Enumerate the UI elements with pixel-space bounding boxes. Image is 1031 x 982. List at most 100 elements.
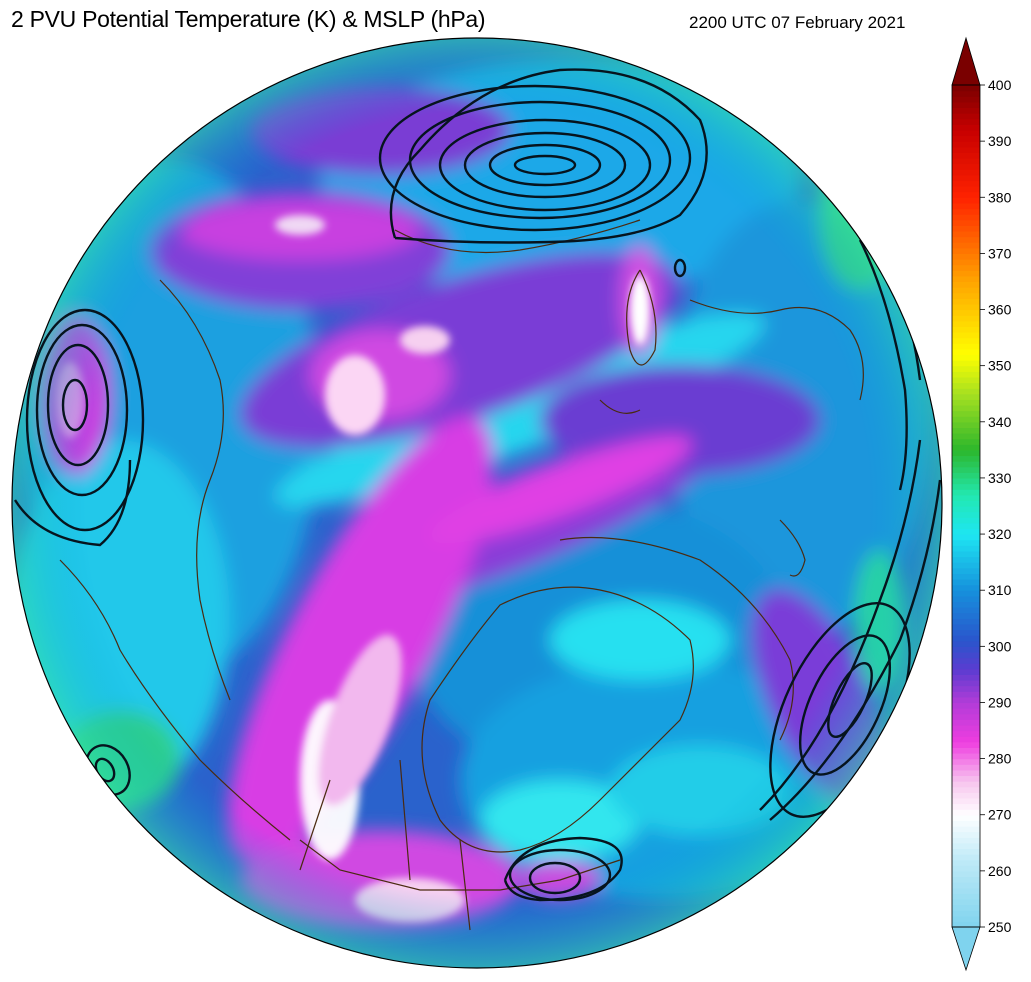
colorbar-band <box>952 152 980 159</box>
colorbar-band <box>952 444 980 451</box>
colorbar-band <box>952 309 980 316</box>
colorbar-band <box>952 758 980 765</box>
coastlines <box>59 219 864 931</box>
colorbar-band <box>952 629 980 636</box>
colorbar-band <box>952 921 980 928</box>
colorbar-band <box>952 752 980 760</box>
colorbar-tick-label: 380 <box>988 189 1012 205</box>
colorbar-band <box>952 270 980 277</box>
colorbar-band <box>952 281 980 288</box>
colorbar-band <box>952 292 980 299</box>
colorbar-band <box>952 371 980 378</box>
colorbar-band <box>952 792 980 799</box>
colorbar-band <box>952 702 980 709</box>
colorbar-band <box>952 556 980 563</box>
colorbar-band <box>952 242 980 249</box>
colorbar-band <box>952 247 980 254</box>
colorbar-band <box>952 910 980 917</box>
colorbar-band <box>952 186 980 193</box>
colorbar-band <box>952 584 980 591</box>
colorbar-band <box>952 135 980 142</box>
colorbar-band <box>952 730 980 737</box>
colorbar-band <box>952 848 980 855</box>
colorbar-band <box>952 376 980 384</box>
colorbar-band <box>952 719 980 726</box>
colorbar-band <box>952 455 980 462</box>
colorbar-band <box>952 590 980 597</box>
colorbar-band <box>952 668 980 675</box>
colorbar-tick-label: 330 <box>988 470 1012 486</box>
colorbar-band <box>952 618 980 625</box>
colorbar-band <box>952 562 980 569</box>
colorbar-band <box>952 680 980 687</box>
colorbar-extend-max <box>951 36 981 86</box>
colorbar-tick-label: 270 <box>988 807 1012 823</box>
colorbar-band <box>952 404 980 412</box>
colorbar-band <box>952 191 980 198</box>
colorbar-band <box>952 708 980 715</box>
colorbar-band <box>952 831 980 838</box>
colorbar-band <box>952 775 980 782</box>
colorbar-band <box>952 360 980 367</box>
colorbar-band <box>952 466 980 473</box>
colorbar-band <box>952 230 980 238</box>
colorbar-tick-label: 400 <box>988 77 1012 93</box>
colorbar-band <box>952 511 980 518</box>
colorbar-band <box>952 663 980 670</box>
colorbar-band <box>952 607 980 614</box>
colorbar-band <box>952 320 980 327</box>
colorbar-band <box>952 287 980 294</box>
colorbar-band <box>952 298 980 305</box>
map-outline <box>11 37 943 969</box>
colorbar-band <box>952 724 980 732</box>
colorbar-tick-label: 250 <box>988 919 1012 935</box>
colorbar-band <box>952 640 980 647</box>
colorbar-band <box>952 264 980 271</box>
colorbar-band <box>952 674 980 681</box>
colorbar-tick-label: 280 <box>988 751 1012 767</box>
colorbar-frame <box>951 84 981 928</box>
colorbar-band <box>952 696 980 704</box>
valid-time: 2200 UTC 07 February 2021 <box>689 13 906 32</box>
colorbar-band <box>952 601 980 608</box>
colorbar-band <box>952 107 980 114</box>
colorbar-band <box>952 236 980 243</box>
colorbar-band <box>952 534 980 541</box>
colorbar-band <box>952 163 980 170</box>
colorbar-band <box>952 506 980 513</box>
colorbar-band <box>952 870 980 878</box>
colorbar-tick-label: 390 <box>988 133 1012 149</box>
colorbar-tick-label: 290 <box>988 694 1012 710</box>
colorbar-extend-min <box>951 926 981 972</box>
colorbar-band <box>952 898 980 906</box>
colorbar-band <box>952 769 980 777</box>
colorbar-band <box>952 157 980 165</box>
colorbar-band <box>952 461 980 468</box>
colorbar-band <box>952 842 980 850</box>
colorbar-band <box>952 449 980 457</box>
colorbar-band <box>952 85 980 92</box>
colorbar-band <box>952 146 980 153</box>
colorbar-band <box>952 253 980 260</box>
colorbar-band <box>952 433 980 440</box>
colorbar-band <box>952 797 980 805</box>
colorbar-band <box>952 820 980 827</box>
colorbar-band <box>952 915 980 922</box>
colorbar-band <box>952 814 980 821</box>
colorbar-band <box>952 612 980 619</box>
colorbar-band <box>952 483 980 490</box>
colorbar-band <box>952 96 980 103</box>
colorbar-band <box>952 214 980 221</box>
colorbar-band <box>952 225 980 232</box>
colorbar-band <box>952 747 980 754</box>
colorbar-band <box>952 118 980 125</box>
potential-temperature-field <box>12 38 942 968</box>
colorbar-band <box>952 567 980 574</box>
colorbar-band <box>952 101 980 109</box>
colorbar-band <box>952 382 980 389</box>
colorbar-band <box>952 315 980 322</box>
colorbar-band <box>952 494 980 501</box>
colorbar-band <box>952 635 980 642</box>
colorbar-band <box>952 528 980 535</box>
colorbar-band <box>952 337 980 344</box>
